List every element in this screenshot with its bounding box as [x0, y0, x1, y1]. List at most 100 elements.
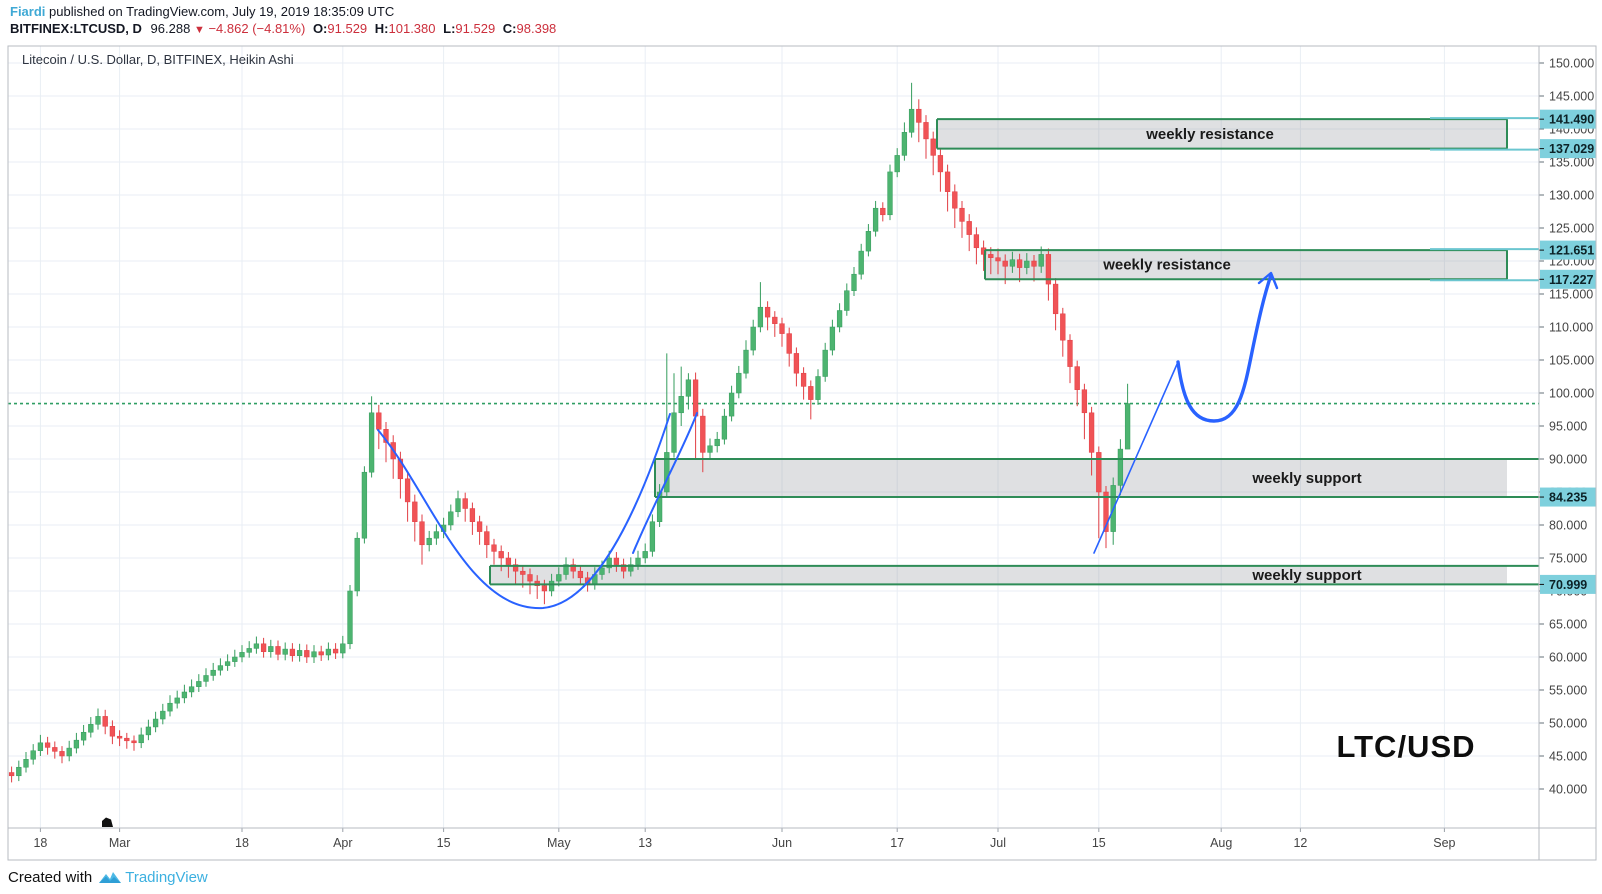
candle-body [318, 651, 324, 656]
candle-body [1096, 452, 1102, 493]
candle-body [793, 353, 800, 374]
candle-body [282, 648, 288, 655]
symbol-label[interactable]: BITFINEX:LTCUSD, D [10, 21, 142, 36]
sr-zone-fill [937, 119, 1507, 149]
candle-body [66, 747, 72, 757]
candle-body [930, 138, 936, 156]
candle-body [52, 747, 58, 752]
candle-body [1081, 389, 1088, 414]
candle-body [563, 564, 569, 575]
candle-body [527, 574, 533, 582]
chart-frame [7, 45, 1597, 861]
candle-body [354, 537, 360, 592]
candle-body [174, 697, 180, 704]
candle-body [347, 590, 353, 645]
candle-body [851, 273, 857, 291]
candle-body [102, 716, 108, 727]
candle-body [224, 661, 231, 666]
candle-body [779, 323, 785, 334]
price-level-badge-label: 117.227 [1549, 273, 1594, 287]
candle-body [23, 759, 29, 768]
rounded-bottom-curve-april[interactable] [377, 413, 671, 610]
candle-body [865, 231, 872, 252]
publish-line: Fiardi published on TradingView.com, Jul… [10, 3, 556, 20]
candle-body [642, 551, 648, 559]
chart-legend-title[interactable]: Litecoin / U.S. Dollar, D, BITFINEX, Hei… [22, 52, 294, 67]
projection-arrow-july[interactable] [1093, 361, 1179, 554]
candle-body [548, 580, 555, 592]
y-tick-label: 145.000 [1549, 90, 1594, 104]
price-level-badge-label: 137.029 [1549, 142, 1594, 156]
price-level-badge-label: 70.999 [1549, 578, 1587, 592]
rounded-bottom-curve-april[interactable] [632, 412, 698, 554]
candle-body [714, 438, 720, 447]
zone-label: weekly resistance [1102, 257, 1231, 274]
candle-body [275, 646, 281, 655]
sr-zone-fill [490, 565, 1507, 585]
candle-body [757, 306, 764, 328]
candle-body [1016, 259, 1023, 268]
candle-body [44, 742, 51, 748]
projection-arrow-july[interactable] [1257, 271, 1279, 290]
y-tick-label: 45.000 [1549, 750, 1587, 764]
close-key: C: [502, 21, 517, 36]
x-tick-label: Aug [1210, 836, 1232, 850]
candle-body [268, 646, 274, 652]
candle-body [217, 665, 224, 671]
candle-body [937, 155, 944, 173]
candle-body [577, 570, 584, 579]
y-tick-label: 100.000 [1549, 387, 1594, 401]
sr-zone-fill [655, 459, 1507, 498]
price-level-badge [1540, 269, 1596, 289]
candle-body [232, 656, 238, 662]
candle-body [1124, 403, 1131, 450]
projection-arrow-july[interactable] [1176, 273, 1273, 423]
candle-body [311, 651, 317, 658]
candle-body [1117, 448, 1124, 486]
x-tick-label: 18 [235, 836, 249, 850]
candle-body [210, 669, 216, 676]
candle-body [505, 557, 512, 565]
x-tick-label: May [547, 836, 571, 850]
candle-body [707, 445, 713, 453]
x-tick-label: 17 [890, 836, 904, 850]
candle-body [1024, 260, 1030, 268]
candle-body [289, 648, 296, 656]
candle-body [260, 643, 267, 652]
symbol-watermark: LTC/USD [1336, 729, 1476, 764]
candle-body [433, 531, 440, 539]
candle-body [246, 648, 252, 653]
candle-body [8, 772, 15, 777]
x-tick-label: 13 [638, 836, 652, 850]
tradingview-brand-link[interactable]: TradingView [125, 869, 208, 886]
y-tick-label: 40.000 [1549, 783, 1587, 797]
open-value: 91.529 [327, 21, 368, 36]
candle-body [988, 254, 994, 258]
time-axis-scale[interactable] [8, 828, 1596, 860]
price-axis-scale[interactable] [1539, 46, 1596, 828]
candle-body [692, 379, 699, 417]
candle-body [678, 396, 684, 414]
high-value: 101.380 [388, 21, 436, 36]
sr-zone-fill [985, 250, 1507, 280]
y-tick-label: 80.000 [1549, 519, 1587, 533]
candle-body [498, 551, 504, 559]
candle-body [1009, 259, 1016, 267]
candle-body [1103, 491, 1109, 532]
y-tick-label: 150.000 [1549, 57, 1594, 71]
candle-body [476, 521, 483, 532]
candle-body [203, 675, 209, 682]
candle-body [750, 326, 756, 351]
x-tick-label: 15 [437, 836, 451, 850]
y-tick-label: 55.000 [1549, 684, 1587, 698]
x-tick-label: Jul [990, 836, 1006, 850]
candle-body [1060, 313, 1066, 341]
author-link[interactable]: Fiardi [10, 4, 46, 19]
candle-body [570, 564, 576, 572]
candle-body [1067, 339, 1073, 367]
candle-body [1074, 366, 1080, 390]
candle-body [620, 564, 627, 572]
candle-body [764, 306, 771, 318]
zone-label: weekly support [1251, 470, 1361, 487]
